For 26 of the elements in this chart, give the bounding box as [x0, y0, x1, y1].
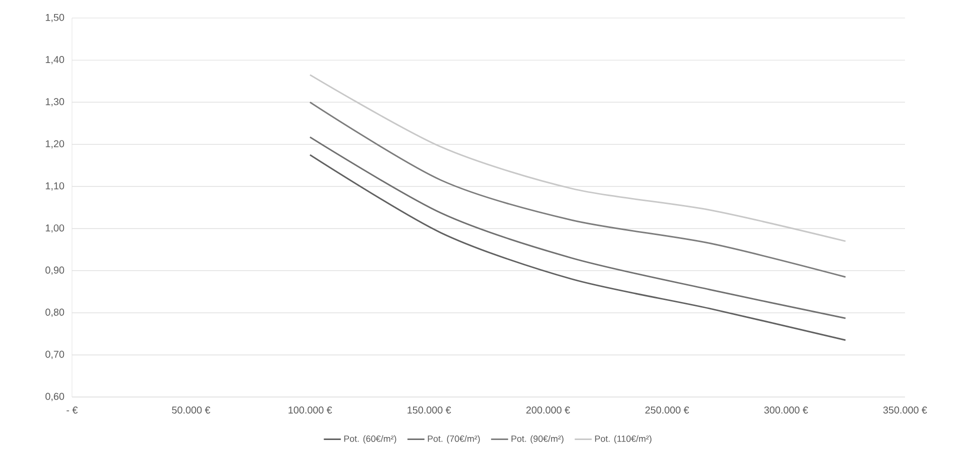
- x-tick-label: - €: [66, 406, 78, 414]
- line-series: [309, 154, 846, 341]
- line-series: [309, 74, 846, 242]
- x-tick-label: 50.000 €: [172, 406, 210, 414]
- legend-label: Pot. (60€/m²): [344, 435, 396, 444]
- y-tick-label: 1,00: [46, 224, 64, 233]
- x-tick-label: 150.000 €: [408, 406, 452, 414]
- x-tick-label: 300.000 €: [764, 406, 808, 414]
- x-tick-label: 100.000 €: [288, 406, 332, 414]
- y-tick-label: 1,30: [46, 98, 64, 106]
- x-tick-label: 200.000 €: [526, 406, 570, 414]
- x-tick-label: 350.000 €: [883, 406, 928, 414]
- y-tick-label: 0,70: [45, 350, 64, 360]
- legend-label: Pot. (110€/m²): [595, 435, 652, 444]
- legend-label: Pot. (90€/m²): [512, 435, 564, 444]
- y-tick-label: 1,40: [46, 56, 64, 64]
- y-tick-label: 1,10: [46, 182, 64, 191]
- y-tick-label: 1,50: [46, 14, 64, 22]
- legend-label: Pot. (70€/m²): [428, 435, 480, 444]
- x-tick-label: 250.000 €: [645, 406, 690, 414]
- line-series: [309, 101, 846, 278]
- y-tick-label: 0,90: [45, 266, 64, 275]
- line-series: [309, 136, 846, 320]
- y-tick-label: 1,20: [46, 140, 64, 148]
- y-tick-label: 0,60: [45, 392, 64, 402]
- y-tick-label: 0,80: [45, 308, 64, 317]
